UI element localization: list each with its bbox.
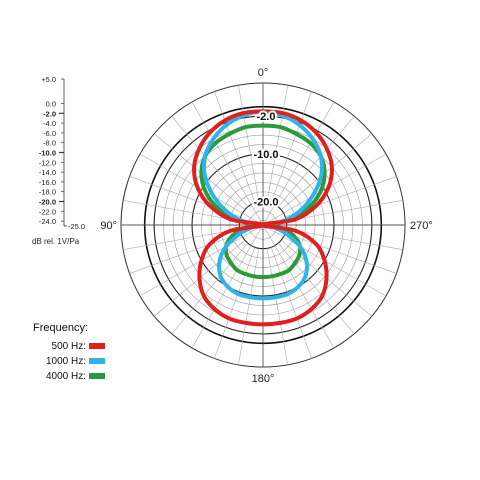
scale-tick-label: -20.0 bbox=[39, 198, 56, 207]
scale-tick-label: -14.0 bbox=[39, 168, 56, 177]
scale-tick-label: -16.0 bbox=[39, 178, 56, 187]
ring-label: -20.0 bbox=[253, 196, 278, 208]
legend-title: Frequency: bbox=[33, 322, 88, 334]
grid-spoke bbox=[238, 248, 259, 365]
scale-tick-label: -8.0 bbox=[43, 139, 56, 148]
scale-tick-label: -24.0 bbox=[39, 217, 56, 226]
grid-spoke bbox=[238, 85, 259, 202]
legend-swatch bbox=[89, 373, 105, 379]
scale-unit-label: dB rel. 1V/Pa bbox=[32, 237, 80, 246]
angle-label: 270° bbox=[410, 220, 433, 232]
ring-label: -10.0 bbox=[253, 149, 278, 161]
scale-tick-label: -22.0 bbox=[39, 207, 56, 216]
scale-tick-label: -10.0 bbox=[39, 149, 56, 158]
grid-spoke bbox=[286, 229, 403, 250]
legend-swatch bbox=[89, 343, 105, 349]
legend-label: 1000 Hz: bbox=[46, 356, 86, 367]
scale-tick-label: -18.0 bbox=[39, 188, 56, 197]
ring-label: -2.0 bbox=[257, 111, 276, 123]
scale-tick-label: +5.0 bbox=[41, 75, 56, 84]
legend: Frequency: 500 Hz: 1000 Hz: 4000 Hz: bbox=[33, 322, 105, 382]
scale-tick-label: -2.0 bbox=[43, 109, 56, 118]
grid-spoke bbox=[267, 248, 288, 365]
grid-spoke bbox=[123, 229, 240, 250]
legend-label: 4000 Hz: bbox=[46, 371, 86, 382]
angle-label: 0° bbox=[258, 67, 269, 79]
scale-tick-label: -25.0 bbox=[68, 222, 85, 231]
angle-label: 90° bbox=[100, 220, 117, 232]
legend-label: 500 Hz: bbox=[52, 341, 86, 352]
legend-swatch bbox=[89, 358, 105, 364]
scale-tick-label: -4.0 bbox=[43, 119, 56, 128]
scale-tick-label: -12.0 bbox=[39, 158, 56, 167]
scale-tick-label: -6.0 bbox=[43, 129, 56, 138]
db-scale: +5.00.0-2.0-4.0-6.0-8.0-10.0-12.0-14.0-1… bbox=[32, 75, 85, 246]
angle-label: 180° bbox=[252, 373, 275, 385]
grid-spoke bbox=[267, 85, 288, 202]
scale-tick-label: 0.0 bbox=[46, 100, 56, 109]
